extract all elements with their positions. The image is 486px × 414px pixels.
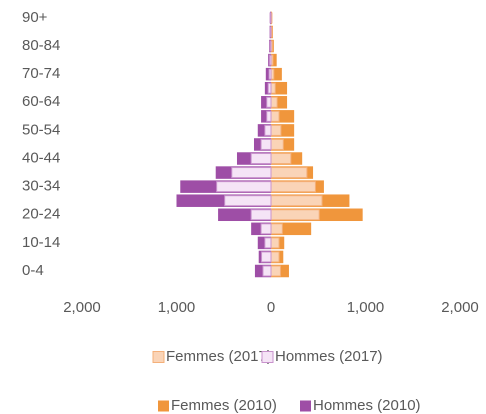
y-tick-label: 70-74 (22, 65, 60, 82)
legend-label: Hommes (2010) (313, 397, 421, 414)
bar (261, 110, 271, 123)
bar (270, 96, 278, 108)
bar (270, 265, 281, 277)
bar (262, 265, 272, 277)
y-tick-label: 60-64 (22, 93, 60, 110)
bar (264, 237, 272, 249)
bar (261, 96, 271, 109)
bar (216, 181, 272, 193)
y-tick-label: 40-44 (22, 149, 60, 166)
bar (231, 167, 272, 179)
y-tick-label: 30-34 (22, 178, 60, 195)
legend-swatch (152, 351, 165, 363)
bar (270, 167, 308, 179)
bar (269, 54, 272, 66)
x-tick-label: 1,000 (158, 299, 196, 316)
legend-label: Femmes (2017) (166, 348, 272, 365)
bar (270, 195, 323, 207)
y-tick-label: 80-84 (22, 37, 60, 54)
x-tick-label: 1,000 (347, 299, 385, 316)
y-tick-label: 20-24 (22, 206, 60, 223)
y-tick-label: 50-54 (22, 121, 60, 138)
y-tick-label: 0-4 (22, 262, 44, 279)
y-tick-label: 90+ (22, 9, 48, 26)
bar (270, 110, 280, 122)
bar (271, 67, 282, 81)
legend-swatch (300, 400, 311, 412)
bar (270, 124, 282, 136)
bar (260, 223, 272, 235)
y-tick-label: 10-14 (22, 234, 60, 251)
bar (261, 251, 272, 263)
bar (260, 138, 272, 150)
bar (267, 82, 272, 94)
bar (250, 209, 272, 221)
bar (250, 153, 272, 165)
bar (270, 251, 280, 263)
x-tick-label: 0 (267, 299, 275, 316)
bar (269, 12, 272, 24)
bar (266, 96, 272, 108)
bar (271, 53, 277, 67)
legend-label: Hommes (2017) (275, 348, 383, 365)
legend-label: Femmes (2010) (171, 397, 277, 414)
bar (264, 124, 272, 136)
bar (270, 223, 283, 235)
bar (224, 195, 272, 207)
bar (270, 138, 284, 150)
bar (265, 67, 271, 81)
x-tick-label: 2,000 (63, 299, 101, 316)
bar (266, 110, 272, 122)
bar (269, 26, 272, 38)
bar (270, 237, 280, 249)
bar (270, 82, 276, 94)
x-tick-label: 2,000 (441, 299, 479, 316)
bar (270, 181, 316, 193)
bar (270, 153, 292, 165)
legend-swatch (158, 400, 169, 412)
bar (269, 40, 272, 52)
bar (268, 68, 272, 80)
legend-swatch (261, 351, 274, 363)
bar (270, 209, 320, 221)
